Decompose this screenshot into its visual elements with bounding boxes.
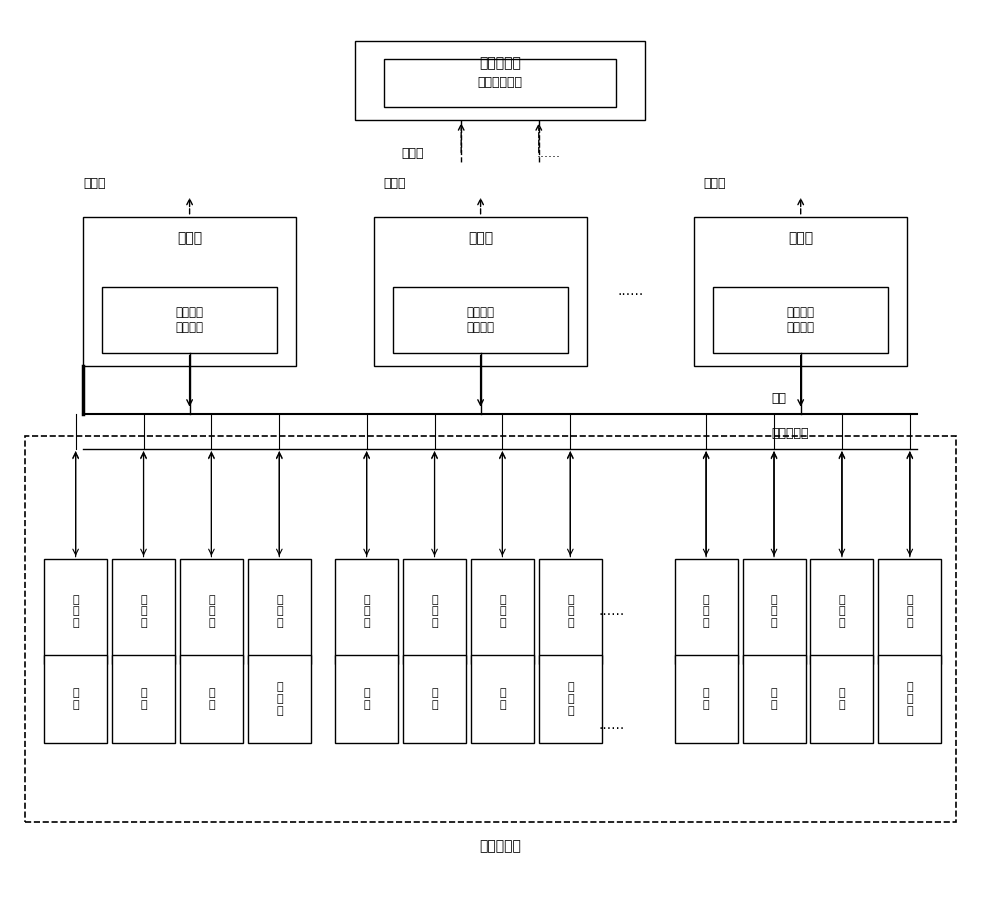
- Text: ......: ......: [536, 147, 560, 160]
- FancyBboxPatch shape: [742, 559, 806, 664]
- FancyBboxPatch shape: [471, 655, 534, 743]
- Text: 气
表: 气 表: [208, 688, 215, 710]
- Text: 水
表: 水 表: [72, 688, 79, 710]
- Text: 公共输入线: 公共输入线: [772, 427, 809, 440]
- FancyBboxPatch shape: [878, 559, 941, 664]
- Text: 传
感
器: 传 感 器: [431, 595, 438, 628]
- FancyBboxPatch shape: [335, 655, 398, 743]
- Text: 传
感
器: 传 感 器: [567, 595, 574, 628]
- FancyBboxPatch shape: [102, 287, 277, 353]
- FancyBboxPatch shape: [878, 655, 941, 743]
- Text: 短信接口装置: 短信接口装置: [478, 76, 522, 90]
- Text: 电
表: 电 表: [771, 688, 777, 710]
- Text: 传
感
器: 传 感 器: [771, 595, 777, 628]
- Text: 短信息: 短信息: [384, 178, 406, 190]
- FancyBboxPatch shape: [83, 217, 296, 366]
- Text: 总线: 总线: [772, 392, 787, 405]
- Text: 传
感
器: 传 感 器: [839, 595, 845, 628]
- FancyBboxPatch shape: [180, 559, 243, 664]
- Text: 传统计量表: 传统计量表: [479, 839, 521, 853]
- FancyBboxPatch shape: [112, 655, 175, 743]
- Text: 传
感
器: 传 感 器: [72, 595, 79, 628]
- Text: 水
表: 水 表: [363, 688, 370, 710]
- Text: 传
感
器: 传 感 器: [907, 595, 913, 628]
- Text: 传
感
器: 传 感 器: [703, 595, 709, 628]
- Text: 水
表: 水 表: [703, 688, 709, 710]
- Text: ......: ......: [598, 718, 625, 732]
- FancyBboxPatch shape: [539, 655, 602, 743]
- Text: 短信息: 短信息: [401, 147, 424, 160]
- FancyBboxPatch shape: [44, 559, 107, 664]
- Text: 热
量
表: 热 量 表: [276, 682, 283, 716]
- FancyBboxPatch shape: [403, 655, 466, 743]
- FancyBboxPatch shape: [374, 217, 587, 366]
- FancyBboxPatch shape: [742, 655, 806, 743]
- FancyBboxPatch shape: [354, 42, 645, 121]
- FancyBboxPatch shape: [180, 655, 243, 743]
- Text: 短信平台
接口电路: 短信平台 接口电路: [176, 306, 204, 334]
- Text: 短信平台
接口电路: 短信平台 接口电路: [787, 306, 815, 334]
- Text: 网络服务器: 网络服务器: [479, 56, 521, 70]
- FancyBboxPatch shape: [44, 655, 107, 743]
- FancyBboxPatch shape: [694, 217, 907, 366]
- Text: 传
感
器: 传 感 器: [140, 595, 147, 628]
- FancyBboxPatch shape: [248, 655, 311, 743]
- Text: 传
感
器: 传 感 器: [363, 595, 370, 628]
- Text: 电
表: 电 表: [140, 688, 147, 710]
- Text: 短信息: 短信息: [83, 178, 105, 190]
- Text: ......: ......: [618, 284, 644, 298]
- Text: 热
量
表: 热 量 表: [567, 682, 574, 716]
- FancyBboxPatch shape: [384, 59, 616, 107]
- FancyBboxPatch shape: [713, 287, 888, 353]
- Text: 集射器: 集射器: [177, 231, 202, 246]
- FancyBboxPatch shape: [539, 559, 602, 664]
- Text: 热
量
表: 热 量 表: [907, 682, 913, 716]
- FancyBboxPatch shape: [335, 559, 398, 664]
- Text: 传
感
器: 传 感 器: [276, 595, 283, 628]
- Text: 传
感
器: 传 感 器: [208, 595, 215, 628]
- FancyBboxPatch shape: [248, 559, 311, 664]
- Text: 电
表: 电 表: [431, 688, 438, 710]
- Text: 集射器: 集射器: [468, 231, 493, 246]
- FancyBboxPatch shape: [403, 559, 466, 664]
- FancyBboxPatch shape: [810, 655, 873, 743]
- Text: 集射器: 集射器: [788, 231, 813, 246]
- Text: 短信息: 短信息: [704, 178, 726, 190]
- FancyBboxPatch shape: [393, 287, 568, 353]
- Text: 气
表: 气 表: [499, 688, 506, 710]
- Text: 传
感
器: 传 感 器: [499, 595, 506, 628]
- Text: 气
表: 气 表: [839, 688, 845, 710]
- FancyBboxPatch shape: [471, 559, 534, 664]
- FancyBboxPatch shape: [675, 559, 738, 664]
- FancyBboxPatch shape: [810, 559, 873, 664]
- Text: 短信平台
接口电路: 短信平台 接口电路: [467, 306, 495, 334]
- FancyBboxPatch shape: [675, 655, 738, 743]
- Text: ......: ......: [598, 604, 625, 619]
- FancyBboxPatch shape: [112, 559, 175, 664]
